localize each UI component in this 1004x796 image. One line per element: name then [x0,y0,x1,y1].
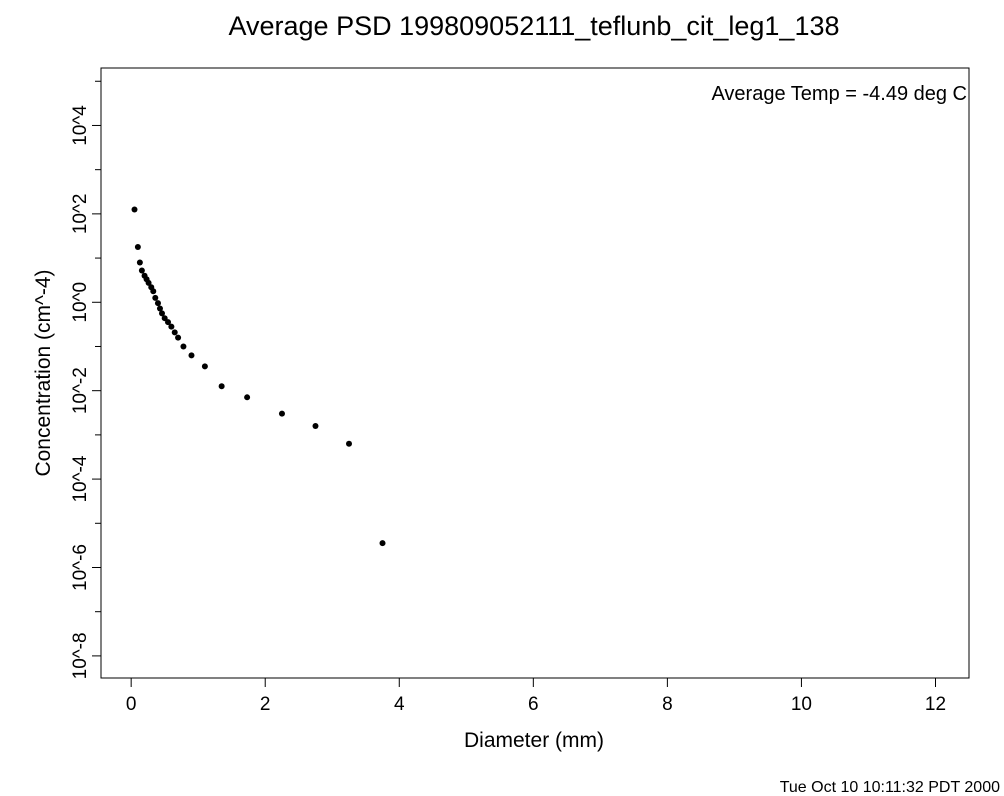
y-tick-label: 10^-2 [70,367,91,414]
x-tick-label: 4 [394,694,405,715]
data-point [161,315,168,322]
data-point [145,279,152,286]
y-axis: 10^-8 10^-6 10^-4 10^-2 10^0 10^2 10^4 [70,80,101,679]
data-points [131,206,386,547]
x-axis: 0 2 4 6 8 10 12 [126,678,946,715]
data-point [168,323,175,330]
data-point [150,288,157,295]
y-tick-label: 10^4 [70,105,91,146]
y-tick-label: 10^-4 [70,455,91,502]
data-point [188,352,195,359]
data-point [156,305,163,312]
data-point [138,267,145,274]
x-tick-label: 0 [126,694,137,715]
data-point [165,319,172,326]
data-point [278,410,285,417]
chart-title: Average PSD 199809052111_teflunb_cit_leg… [228,11,839,41]
y-tick-label: 10^2 [70,194,91,235]
data-point [175,334,182,341]
data-point [379,540,386,547]
y-tick-label: 10^0 [70,282,91,323]
x-tick-label: 8 [662,694,673,715]
data-point [154,300,161,307]
data-point [134,244,141,251]
x-tick-label: 10 [791,694,812,715]
temperature-annotation: Average Temp = -4.49 deg C [711,83,967,105]
y-tick-label: 10^-6 [70,544,91,591]
plot-frame [100,67,970,679]
data-point [346,440,352,447]
y-axis-label: Concentration (cm^-4) [32,269,55,476]
x-tick-label: 2 [260,694,271,715]
x-axis-label: Diameter (mm) [464,729,604,752]
data-point [152,294,159,301]
data-point [180,343,187,350]
x-tick-label: 12 [925,694,946,715]
data-point [158,310,165,317]
x-tick-label: 6 [528,694,539,715]
data-point [244,394,251,401]
data-point [218,383,225,390]
data-point [171,329,178,336]
data-point [312,423,319,430]
data-point [201,363,208,370]
y-tick-label: 10^-8 [70,632,91,679]
data-point [131,206,138,213]
data-point [136,259,143,266]
timestamp: Tue Oct 10 10:11:32 PDT 2000 [780,779,1000,796]
